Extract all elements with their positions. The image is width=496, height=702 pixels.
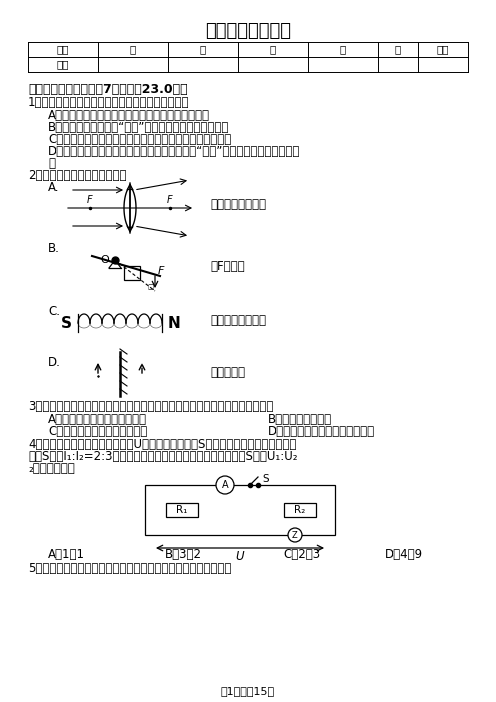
Text: 四: 四: [340, 44, 346, 54]
Text: 1．下列关于物态变化的说法中，正确的是（　　）: 1．下列关于物态变化的说法中，正确的是（ ）: [28, 96, 189, 109]
Text: 3．容器内盛有部分水，在盐水中放入一块淡水湖固成的冰，冰溶化后（　　）: 3．容器内盛有部分水，在盐水中放入一块淡水湖固成的冰，冰溶化后（ ）: [28, 400, 273, 413]
Text: 开关S，则I₁:I₂=2:3，若在乙、乙两处都接入电压表，若合开关S，则U₁:U₂: 开关S，则I₁:I₂=2:3，若在乙、乙两处都接入电压表，若合开关S，则U₁:U…: [28, 450, 298, 463]
Text: 力F的力臂: 力F的力臂: [210, 260, 245, 272]
Text: S: S: [61, 315, 71, 331]
Text: C．2：3: C．2：3: [283, 548, 320, 561]
Text: A: A: [222, 480, 228, 490]
Bar: [284, 503, 316, 517]
Text: □: □: [148, 284, 154, 290]
Text: A．春天，河里冰雪消融的过程要吸热，是升华现象: A．春天，河里冰雪消融的过程要吸热，是升华现象: [48, 109, 210, 122]
Text: 第1页，全15页: 第1页，全15页: [221, 686, 275, 696]
Text: S: S: [262, 474, 269, 484]
Text: C．盐水的密度减小，液面下降: C．盐水的密度减小，液面下降: [48, 425, 147, 438]
Text: 判定螺线管的极性: 判定螺线管的极性: [210, 314, 266, 328]
Bar: [166, 503, 198, 517]
Text: 三: 三: [270, 44, 276, 54]
Text: 2．下列作图正确的是（　　）: 2．下列作图正确的是（ ）: [28, 169, 126, 182]
Text: D．4：9: D．4：9: [385, 548, 423, 561]
Text: Z: Z: [292, 531, 298, 540]
Text: A．盐水的密度减小，液面上升: A．盐水的密度减小，液面上升: [48, 413, 147, 426]
Text: 题号: 题号: [57, 44, 69, 54]
Text: D．冬天，戴眼镜的人从室外进入室内，镜片变“模糊”的过程要放热，是液化现: D．冬天，戴眼镜的人从室外进入室内，镜片变“模糊”的过程要放热，是液化现: [48, 145, 301, 158]
Text: F: F: [158, 266, 164, 276]
Text: B．3：2: B．3：2: [165, 548, 202, 561]
Text: R₁: R₁: [176, 505, 187, 515]
Text: N: N: [168, 315, 181, 331]
Bar: [145, 485, 335, 535]
Text: F: F: [87, 195, 93, 205]
Text: 平面镜成像: 平面镜成像: [210, 366, 245, 378]
Text: 4．如图所示的电路中，电源电压U保持不变，若合上S，之两处都接入电流表，断开: 4．如图所示的电路中，电源电压U保持不变，若合上S，之两处都接入电流表，断开: [28, 438, 297, 451]
Text: 一、单选题（本大题共7小题，全23.0分）: 一、单选题（本大题共7小题，全23.0分）: [28, 83, 187, 96]
Text: 五: 五: [395, 44, 401, 54]
Text: B．盐水的密度不变: B．盐水的密度不变: [268, 413, 332, 426]
Text: B．夏天，雪糕周围冒“白气”的过程要放热，是汽化现象: B．夏天，雪糕周围冒“白气”的过程要放热，是汽化现象: [48, 121, 229, 134]
Text: 一: 一: [130, 44, 136, 54]
Text: O: O: [101, 255, 110, 265]
Text: A.: A.: [48, 181, 60, 194]
Circle shape: [288, 528, 302, 542]
Text: C．秋天，早晨花草上形成露珠的过程要吸热，是液化现象: C．秋天，早晨花草上形成露珠的过程要吸热，是液化现象: [48, 133, 231, 146]
Circle shape: [216, 476, 234, 494]
Text: B.: B.: [48, 242, 60, 255]
Bar: [124, 266, 140, 280]
Text: 中考物理模拟试卷: 中考物理模拟试卷: [205, 22, 291, 40]
Text: 象: 象: [48, 157, 55, 170]
Text: 凹透镜对光的作用: 凹透镜对光的作用: [210, 199, 266, 211]
Text: 5．如图是小希设计的家庭电路图，下列选项中正确的是（　　）: 5．如图是小希设计的家庭电路图，下列选项中正确的是（ ）: [28, 562, 231, 575]
Text: R₂: R₂: [294, 505, 306, 515]
Text: F: F: [167, 195, 173, 205]
Text: D．盐水的密度不变，液面也不变: D．盐水的密度不变，液面也不变: [268, 425, 375, 438]
Text: ₂等于（　　）: ₂等于（ ）: [28, 462, 75, 475]
Text: C.: C.: [48, 305, 60, 318]
Text: D.: D.: [48, 356, 61, 369]
Text: A．1：1: A．1：1: [48, 548, 85, 561]
Text: 得分: 得分: [57, 59, 69, 69]
Text: U: U: [236, 550, 245, 563]
Text: 二: 二: [200, 44, 206, 54]
Text: 总分: 总分: [437, 44, 449, 54]
